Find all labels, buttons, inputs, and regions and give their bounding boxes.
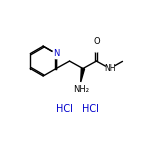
Text: HCl: HCl xyxy=(83,104,99,114)
Text: HCl: HCl xyxy=(56,104,73,114)
Text: O: O xyxy=(93,37,100,46)
Text: NH₂: NH₂ xyxy=(73,85,90,94)
Polygon shape xyxy=(81,68,85,82)
Text: NH: NH xyxy=(104,64,116,73)
Text: N: N xyxy=(53,49,59,58)
